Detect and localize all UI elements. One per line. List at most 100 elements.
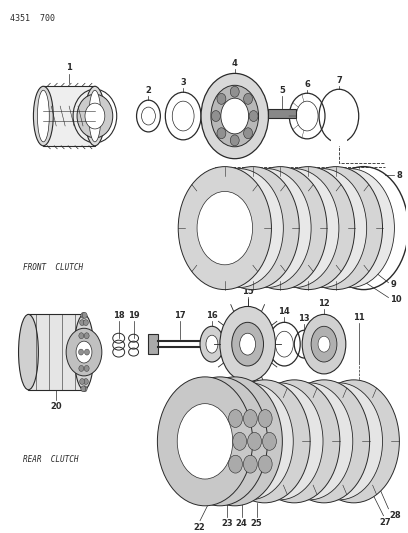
Ellipse shape [240,333,255,355]
Text: 26: 26 [318,486,330,495]
Ellipse shape [197,191,253,265]
Ellipse shape [244,455,257,473]
Text: 11: 11 [353,313,365,322]
Text: 23: 23 [221,519,233,528]
Text: 13: 13 [298,314,310,324]
Ellipse shape [85,86,105,146]
Ellipse shape [81,386,86,392]
Text: 17: 17 [174,311,186,320]
Ellipse shape [82,312,87,318]
Ellipse shape [66,328,102,376]
Ellipse shape [230,135,239,146]
Ellipse shape [89,90,101,142]
Ellipse shape [302,314,346,374]
Ellipse shape [268,195,320,262]
Ellipse shape [77,94,113,138]
Ellipse shape [78,349,84,355]
Ellipse shape [280,191,336,265]
Text: 10: 10 [390,295,402,304]
Ellipse shape [236,383,323,500]
Ellipse shape [225,191,280,265]
Ellipse shape [262,432,276,450]
Ellipse shape [192,403,248,479]
Ellipse shape [217,93,226,104]
Ellipse shape [258,455,272,473]
Ellipse shape [244,93,253,104]
Ellipse shape [239,407,290,476]
Ellipse shape [233,432,247,450]
Ellipse shape [157,377,253,506]
Ellipse shape [74,314,94,390]
Bar [29,314,84,390]
Ellipse shape [76,341,92,363]
Text: 27: 27 [380,518,391,527]
Ellipse shape [211,85,259,147]
Ellipse shape [285,409,333,473]
Ellipse shape [318,336,330,352]
Ellipse shape [201,74,268,159]
Ellipse shape [38,90,49,142]
Ellipse shape [79,333,84,338]
Ellipse shape [250,168,339,288]
Text: 4351  700: 4351 700 [10,14,55,23]
Ellipse shape [262,167,355,289]
Ellipse shape [18,314,38,390]
Ellipse shape [258,409,272,427]
Ellipse shape [324,195,376,262]
Ellipse shape [255,409,303,473]
Ellipse shape [305,168,395,288]
Ellipse shape [219,380,310,503]
Ellipse shape [296,195,348,262]
Text: 25: 25 [251,519,262,528]
Text: 15: 15 [242,287,253,296]
Text: 28: 28 [390,511,401,520]
Ellipse shape [79,366,84,372]
Ellipse shape [248,432,262,450]
Ellipse shape [82,386,87,392]
Text: 8: 8 [397,171,402,180]
Ellipse shape [206,167,299,289]
Ellipse shape [200,326,224,362]
Ellipse shape [206,383,293,500]
Text: 2: 2 [146,86,151,95]
Ellipse shape [83,320,88,326]
Ellipse shape [249,110,258,122]
Ellipse shape [289,167,383,289]
Ellipse shape [85,103,105,129]
Ellipse shape [207,403,262,479]
Ellipse shape [278,380,370,503]
Ellipse shape [221,98,248,134]
Ellipse shape [315,409,363,473]
Ellipse shape [295,383,383,500]
Text: 20: 20 [51,402,62,410]
Ellipse shape [194,168,283,288]
Ellipse shape [230,86,239,97]
Ellipse shape [187,377,282,506]
Text: 9: 9 [390,280,396,289]
Ellipse shape [308,380,399,503]
Ellipse shape [228,455,242,473]
Ellipse shape [222,168,311,288]
Ellipse shape [84,333,89,338]
Ellipse shape [298,407,350,476]
Bar [268,109,296,118]
Text: 18: 18 [113,311,124,320]
Text: 5: 5 [279,86,285,95]
Ellipse shape [206,335,218,353]
Ellipse shape [226,409,273,473]
Bar [149,334,158,354]
Ellipse shape [266,383,353,500]
Text: 4: 4 [232,60,238,68]
Ellipse shape [84,366,89,372]
Ellipse shape [253,191,308,265]
Ellipse shape [244,128,253,139]
Ellipse shape [172,377,268,506]
Ellipse shape [244,409,257,427]
Text: 24: 24 [236,519,248,528]
Ellipse shape [234,167,327,289]
Ellipse shape [217,128,226,139]
Ellipse shape [268,407,320,476]
Text: 1: 1 [66,63,72,72]
Text: 21: 21 [341,386,353,395]
Ellipse shape [277,168,367,288]
